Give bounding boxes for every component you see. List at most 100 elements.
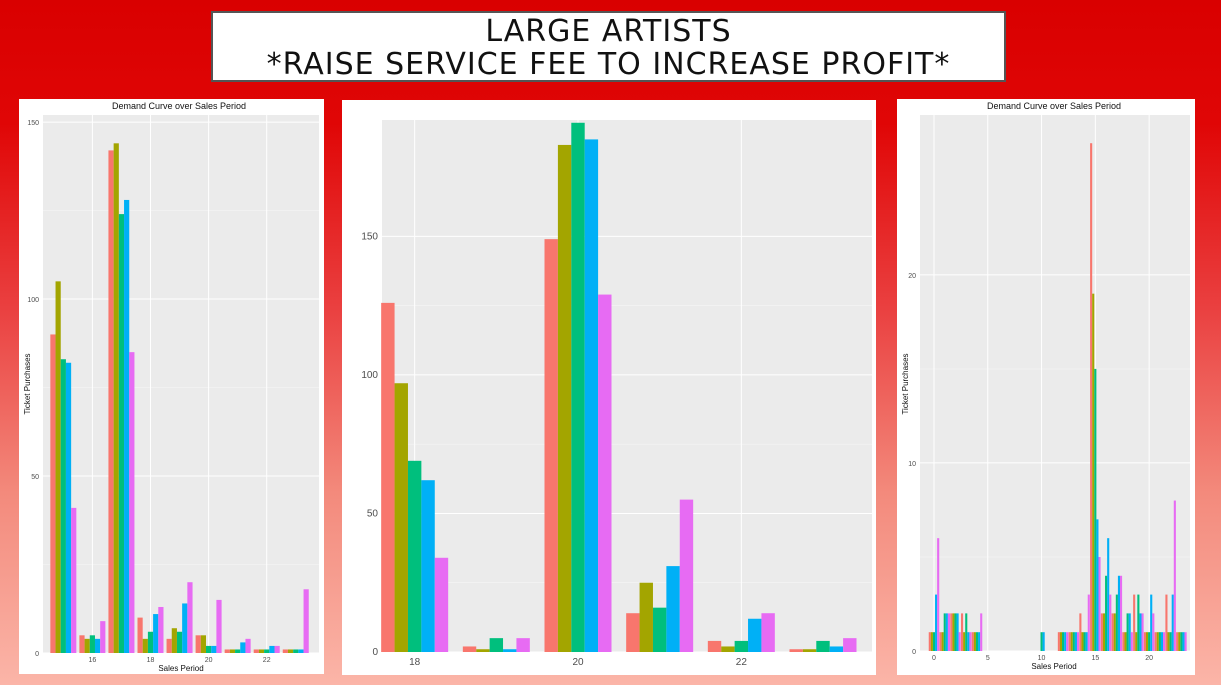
y-axis-label: Ticket Purchases — [901, 353, 910, 414]
bar — [639, 582, 653, 652]
bar — [1178, 632, 1181, 651]
bar — [229, 649, 236, 653]
bar — [287, 649, 294, 653]
y-tick-label: 100 — [27, 297, 39, 304]
bar — [137, 617, 143, 653]
bar — [147, 631, 154, 653]
y-tick-label: 0 — [912, 649, 916, 656]
bar — [1111, 613, 1114, 651]
bar — [158, 606, 164, 653]
bar — [1176, 632, 1179, 651]
bar — [1163, 632, 1166, 651]
y-tick-label: 150 — [361, 231, 378, 242]
bar — [1102, 613, 1106, 651]
bar — [1100, 613, 1103, 651]
bar — [108, 150, 114, 653]
bar — [816, 640, 830, 652]
bar — [958, 632, 961, 651]
y-tick-label: 100 — [361, 370, 378, 381]
bar — [967, 632, 970, 651]
bar — [84, 638, 90, 653]
x-tick-label: 0 — [932, 655, 936, 662]
bar — [1180, 632, 1183, 651]
y-tick-label: 50 — [31, 474, 39, 481]
bar — [947, 613, 950, 651]
bar — [1096, 519, 1099, 651]
x-tick-label: 20 — [1145, 655, 1153, 662]
bar — [269, 645, 275, 653]
x-tick-label: 20 — [572, 657, 584, 668]
bar — [142, 638, 148, 653]
chart-title: Demand Curve over Sales Period — [112, 101, 246, 111]
bar — [1169, 632, 1172, 651]
y-tick-label: 0 — [35, 651, 39, 658]
bar — [557, 144, 572, 652]
bar — [176, 631, 183, 653]
bar — [1059, 632, 1063, 651]
bar — [182, 603, 188, 653]
bar — [264, 649, 270, 653]
bar — [476, 649, 490, 652]
bar — [571, 122, 585, 653]
bar — [1156, 632, 1159, 651]
bar — [1068, 632, 1071, 651]
bar — [1154, 632, 1157, 651]
bar — [1115, 594, 1118, 651]
bar — [598, 294, 612, 652]
demand-chart-left: 0 50 100 150 16 18 20 22 Demand Curve over Sales… — [23, 101, 319, 673]
bar — [1133, 594, 1136, 651]
bar — [60, 359, 66, 653]
x-tick-label: 10 — [1038, 655, 1046, 662]
y-axis-label: Ticket Purchases — [23, 353, 32, 414]
bar — [1184, 632, 1187, 651]
bar — [937, 538, 940, 651]
bar — [100, 621, 106, 653]
bar — [584, 139, 599, 653]
bar — [153, 614, 159, 653]
bar — [829, 646, 844, 652]
bar — [1098, 556, 1101, 651]
bar — [1165, 594, 1168, 651]
bar — [113, 143, 119, 653]
bar — [394, 383, 408, 652]
bar — [1094, 368, 1097, 651]
y-tick-label: 150 — [27, 120, 39, 127]
bar — [50, 334, 56, 653]
bar — [1143, 632, 1146, 651]
bar — [666, 566, 680, 652]
bar — [652, 607, 667, 652]
bar — [975, 632, 979, 651]
bar — [1064, 632, 1067, 651]
bar — [1074, 632, 1077, 651]
bar — [516, 638, 530, 652]
plot-background — [382, 120, 872, 652]
bar — [1160, 632, 1164, 651]
bar — [1173, 500, 1176, 651]
bar — [1135, 632, 1138, 651]
bar — [407, 460, 422, 652]
x-axis-label: Sales Period — [1031, 662, 1076, 671]
bar — [721, 646, 735, 652]
bar — [945, 613, 948, 651]
bar — [935, 594, 938, 651]
bar — [65, 362, 72, 653]
y-tick-label: 10 — [908, 461, 916, 468]
x-tick-label: 15 — [1091, 655, 1099, 662]
bar — [381, 302, 395, 652]
bar — [1105, 575, 1108, 651]
bar — [187, 582, 193, 653]
x-tick-label: 22 — [736, 657, 748, 668]
bar — [1145, 632, 1149, 651]
bar — [1128, 613, 1131, 651]
bar — [298, 649, 304, 653]
y-tick-label: 50 — [367, 508, 379, 519]
bar — [939, 632, 942, 651]
bar — [1137, 594, 1140, 651]
bar — [421, 480, 435, 652]
bar — [956, 613, 959, 651]
bar — [1150, 594, 1153, 651]
bar — [707, 640, 722, 652]
bar — [843, 638, 857, 652]
bar — [89, 635, 95, 653]
bar — [71, 507, 77, 653]
